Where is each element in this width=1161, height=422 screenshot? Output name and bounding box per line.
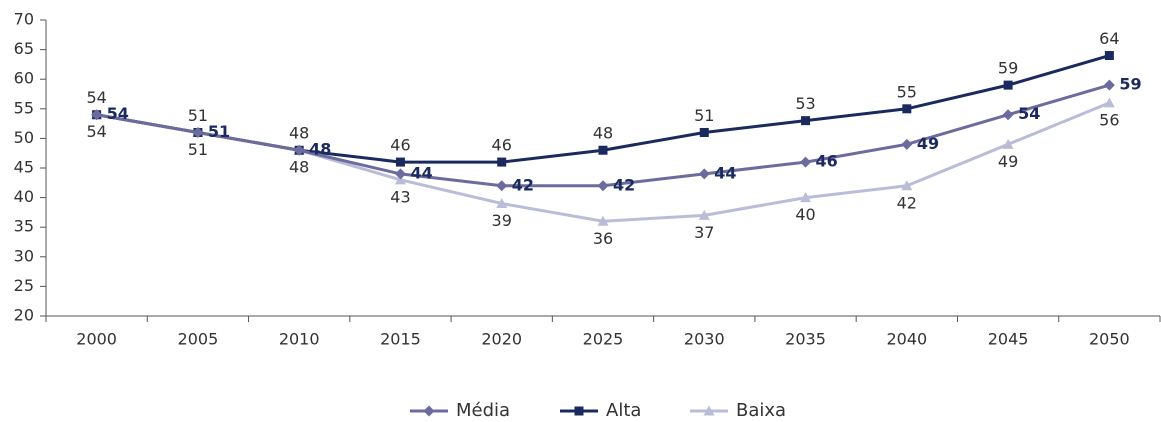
data-label: 46 [816,152,838,171]
marker [597,180,609,192]
marker [497,157,507,167]
data-label: 49 [998,152,1018,171]
legend-label: Baixa [736,400,786,421]
y-tick-label: 50 [14,128,34,147]
x-tick-label: 2030 [684,330,725,349]
data-label: 48 [289,158,309,177]
marker [574,406,584,416]
marker [800,192,812,203]
y-tick-label: 25 [14,276,34,295]
marker [597,215,609,226]
y-tick-label: 60 [14,69,34,88]
data-label: 44 [410,163,432,182]
data-label: 48 [593,124,613,143]
y-tick-label: 20 [14,306,34,325]
data-label: 46 [390,136,410,155]
data-label: 54 [86,122,106,141]
marker [293,144,305,156]
data-label: 59 [1119,75,1141,94]
data-label: 54 [107,104,129,123]
data-label: 40 [795,205,815,224]
data-label: 43 [390,187,410,206]
data-label: 51 [694,106,714,125]
marker [698,168,710,180]
legend-label: Média [456,400,510,421]
marker [192,126,204,138]
data-label: 56 [1099,110,1119,129]
marker [901,138,913,150]
marker [801,116,811,126]
marker [394,168,406,180]
marker [698,209,710,220]
x-tick-label: 2020 [481,330,522,349]
y-tick-label: 55 [14,98,34,117]
data-label: 49 [917,134,939,153]
y-tick-label: 40 [14,187,34,206]
marker [496,198,508,209]
data-label: 36 [593,229,613,248]
x-tick-label: 2050 [1089,330,1130,349]
marker [902,104,912,114]
marker [1002,138,1014,149]
data-label: 42 [897,193,917,212]
data-label: 51 [188,140,208,159]
data-label: 42 [512,175,534,194]
y-tick-label: 35 [14,217,34,236]
data-label: 51 [208,122,230,141]
marker [395,157,405,167]
marker [496,180,508,192]
data-label: 53 [795,94,815,113]
marker [423,405,435,417]
x-tick-label: 2005 [178,330,219,349]
marker [1103,97,1115,108]
y-tick-label: 45 [14,158,34,177]
x-tick-label: 2025 [583,330,624,349]
data-label: 48 [309,140,331,159]
x-tick-label: 2040 [886,330,927,349]
marker [91,109,103,121]
legend-item: Baixa [690,400,786,421]
data-label: 42 [613,175,635,194]
data-label: 55 [897,82,917,101]
data-label: 54 [1018,104,1040,123]
x-tick-label: 2045 [988,330,1029,349]
data-label: 64 [1099,29,1119,48]
legend-item: Média [410,400,510,421]
x-tick-label: 2015 [380,330,421,349]
marker [703,405,715,416]
data-label: 48 [289,124,309,143]
data-label: 59 [998,59,1018,78]
legend-label: Alta [606,400,641,421]
data-label: 51 [188,106,208,125]
y-tick-label: 65 [14,39,34,58]
marker [1104,51,1114,61]
marker [1002,109,1014,121]
data-label: 39 [492,211,512,230]
data-label: 54 [86,88,106,107]
x-tick-label: 2010 [279,330,320,349]
marker [800,156,812,168]
data-label: 37 [694,223,714,242]
marker [901,180,913,191]
marker [1003,80,1013,90]
marker [1103,79,1115,91]
marker [598,145,608,155]
y-tick-label: 30 [14,246,34,265]
x-tick-label: 2000 [76,330,117,349]
legend-item: Alta [560,400,641,421]
data-label: 44 [714,163,736,182]
y-tick-label: 70 [14,10,34,29]
x-tick-label: 2035 [785,330,826,349]
data-label: 46 [492,136,512,155]
line [96,101,1110,223]
marker [699,127,709,137]
